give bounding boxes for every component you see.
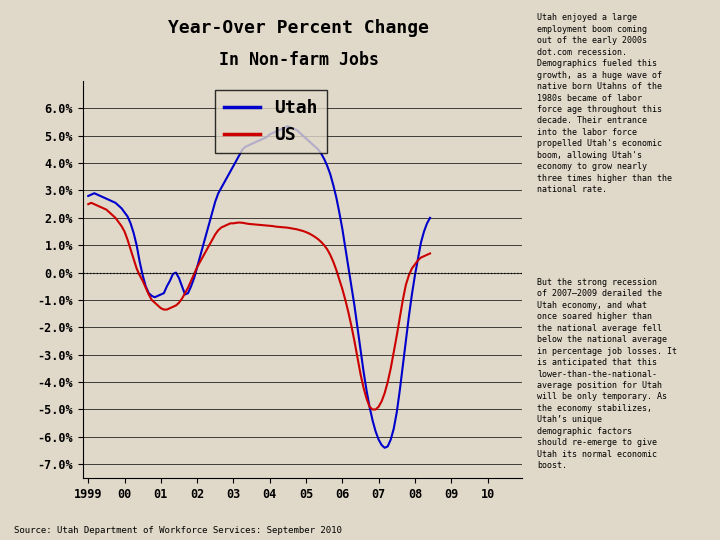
Text: In Non-farm Jobs: In Non-farm Jobs <box>219 51 379 69</box>
Text: Year-Over Percent Change: Year-Over Percent Change <box>168 19 429 37</box>
Text: Utah enjoyed a large
employment boom coming
out of the early 2000s
dot.com reces: Utah enjoyed a large employment boom com… <box>537 14 672 194</box>
Legend: Utah, US: Utah, US <box>215 90 327 153</box>
Text: Source: Utah Department of Workforce Services: September 2010: Source: Utah Department of Workforce Ser… <box>14 525 342 535</box>
Text: But the strong recession
of 2007–2009 derailed the
Utah economy, and what
once s: But the strong recession of 2007–2009 de… <box>537 278 677 470</box>
